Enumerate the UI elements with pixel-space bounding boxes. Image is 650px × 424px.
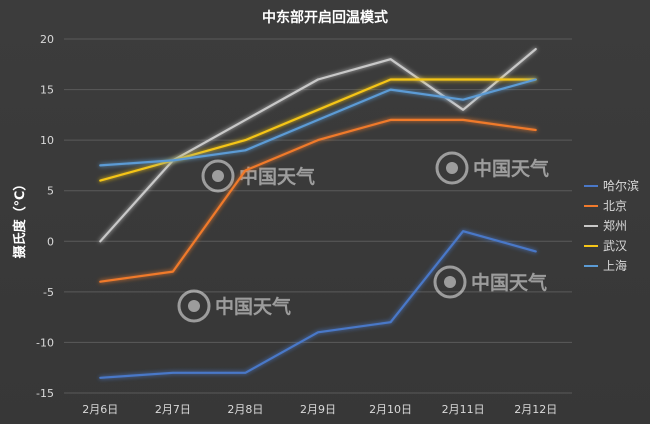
watermark-logo: 中国天气: [177, 289, 291, 323]
y-tick-label: 5: [47, 185, 54, 198]
y-tick-label: 20: [40, 33, 54, 46]
y-tick-label: -10: [36, 336, 54, 349]
legend-label: 上海: [603, 258, 627, 273]
y-tick-label: 15: [40, 84, 54, 97]
y-tick-label: -5: [43, 286, 54, 299]
weather-logo-core: [212, 170, 224, 182]
y-tick-label: 0: [47, 235, 54, 248]
legend-label: 武汉: [603, 239, 627, 253]
y-tick-label: 10: [40, 134, 54, 147]
y-axis-label: 摄氏度（℃）: [12, 178, 28, 259]
weather-logo-core: [188, 300, 200, 312]
watermark-text: 中国天气: [215, 295, 291, 318]
x-tick-label: 2月12日: [514, 403, 557, 416]
series-line: [99, 47, 537, 243]
weather-logo-core: [446, 162, 458, 174]
legend-label: 哈尔滨: [603, 178, 639, 193]
watermark-logo: 中国天气: [433, 265, 547, 299]
series-line: [99, 230, 537, 379]
weather-logo-icon: [433, 265, 467, 299]
x-tick-label: 2月11日: [442, 403, 485, 416]
watermark-text: 中国天气: [239, 165, 315, 188]
y-axis-ticks: 20 15 10 5 0 -5 -10 -15: [36, 33, 54, 400]
watermark-text: 中国天气: [473, 157, 549, 180]
x-tick-label: 2月6日: [82, 403, 118, 416]
weather-logo-core: [444, 276, 456, 288]
weather-logo-icon: [435, 151, 469, 185]
weather-logo-icon: [177, 289, 211, 323]
series-line: [99, 78, 537, 167]
legend-label: 北京: [603, 199, 627, 213]
x-tick-label: 2月10日: [369, 403, 412, 416]
weather-logo-icon: [201, 159, 235, 193]
chart-title: 中东部开启回温模式: [262, 9, 388, 26]
x-tick-label: 2月8日: [227, 403, 263, 416]
y-tick-label: -15: [36, 387, 54, 400]
x-axis-ticks: 2月6日 2月7日 2月8日 2月9日 2月10日 2月11日 2月12日: [82, 403, 557, 416]
x-tick-label: 2月9日: [300, 403, 336, 416]
series-line: [99, 78, 537, 182]
gridlines: [64, 38, 572, 394]
watermark-logo: 中国天气: [435, 151, 549, 185]
watermark-text: 中国天气: [471, 271, 547, 294]
watermark-logo: 中国天气: [201, 159, 315, 193]
x-tick-label: 2月7日: [155, 403, 191, 416]
series-lines: [99, 47, 537, 379]
series-line: [99, 118, 537, 283]
legend-label: 郑州: [603, 218, 627, 233]
